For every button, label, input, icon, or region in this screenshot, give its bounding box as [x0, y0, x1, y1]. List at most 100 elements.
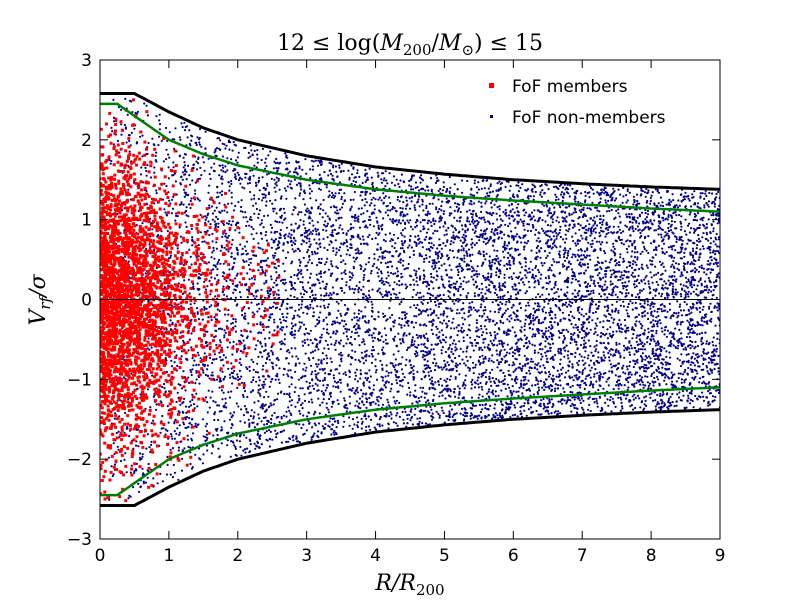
- point-nonmember: [493, 262, 496, 265]
- point-nonmember: [558, 231, 561, 234]
- point-nonmember: [319, 287, 322, 290]
- point-nonmember: [278, 318, 282, 321]
- point-nonmember: [267, 325, 270, 328]
- point-nonmember: [580, 397, 584, 400]
- point-nonmember: [706, 203, 709, 206]
- point-nonmember: [184, 221, 187, 224]
- point-nonmember: [500, 342, 504, 345]
- point-nonmember: [652, 319, 655, 322]
- point-nonmember: [699, 207, 702, 210]
- point-nonmember: [273, 266, 276, 269]
- point-nonmember: [165, 214, 168, 217]
- point-nonmember: [363, 273, 366, 277]
- point-nonmember: [409, 306, 412, 309]
- point-nonmember: [200, 145, 203, 148]
- point-nonmember: [221, 275, 224, 278]
- point-nonmember: [389, 271, 393, 275]
- point-nonmember: [323, 223, 326, 226]
- point-nonmember: [331, 191, 334, 194]
- point-nonmember: [490, 384, 493, 387]
- point-nonmember: [261, 176, 264, 179]
- point-nonmember: [410, 200, 413, 203]
- point-nonmember: [594, 327, 597, 330]
- point-nonmember: [224, 331, 227, 334]
- point-nonmember: [215, 215, 218, 219]
- point-nonmember: [267, 154, 270, 157]
- point-nonmember: [228, 373, 231, 376]
- point-nonmember: [525, 372, 528, 375]
- point-nonmember: [270, 421, 273, 425]
- point-nonmember: [391, 239, 395, 242]
- point-nonmember: [349, 207, 352, 210]
- point-nonmember: [403, 376, 406, 379]
- point-nonmember: [428, 202, 431, 205]
- point-nonmember: [430, 408, 433, 411]
- point-nonmember: [287, 172, 290, 175]
- point-nonmember: [677, 341, 680, 344]
- point-nonmember: [148, 446, 151, 449]
- point-nonmember: [317, 372, 320, 375]
- point-nonmember: [147, 462, 150, 466]
- point-nonmember: [687, 278, 690, 281]
- point-nonmember: [659, 392, 662, 395]
- point-nonmember: [303, 289, 306, 292]
- point-nonmember: [649, 365, 653, 368]
- point-nonmember: [544, 311, 548, 314]
- point-nonmember: [223, 329, 226, 332]
- point-nonmember: [552, 404, 555, 407]
- point-nonmember: [311, 219, 314, 222]
- point-nonmember: [215, 147, 219, 150]
- point-nonmember: [592, 311, 595, 315]
- point-nonmember: [648, 287, 652, 290]
- point-nonmember: [687, 366, 690, 370]
- point-nonmember: [643, 407, 646, 410]
- point-nonmember: [350, 182, 353, 186]
- point-nonmember: [563, 303, 567, 306]
- point-nonmember: [283, 429, 286, 432]
- point-nonmember: [305, 429, 308, 432]
- point-nonmember: [667, 226, 670, 230]
- point-nonmember: [187, 307, 190, 311]
- point-nonmember: [636, 293, 639, 296]
- point-nonmember: [525, 336, 529, 339]
- point-nonmember: [582, 399, 585, 402]
- point-nonmember: [206, 330, 209, 333]
- chart-title: 12 ≤ log(M200/M⊙) ≤ 15: [277, 31, 543, 59]
- point-nonmember: [456, 334, 459, 337]
- point-nonmember: [507, 234, 510, 237]
- point-nonmember: [297, 268, 300, 271]
- point-nonmember: [128, 139, 131, 143]
- point-nonmember: [359, 407, 362, 410]
- point-nonmember: [331, 417, 334, 420]
- point-nonmember: [299, 325, 302, 328]
- point-nonmember: [541, 355, 544, 358]
- point-nonmember: [616, 393, 620, 396]
- point-nonmember: [285, 440, 288, 443]
- point-nonmember: [266, 257, 269, 260]
- point-nonmember: [451, 321, 454, 324]
- point-nonmember: [457, 300, 460, 303]
- point-nonmember: [594, 268, 597, 272]
- point-nonmember: [198, 293, 201, 296]
- point-nonmember: [578, 228, 581, 231]
- point-nonmember: [622, 300, 625, 303]
- point-nonmember: [192, 285, 195, 288]
- point-nonmember: [580, 380, 583, 383]
- point-nonmember: [480, 303, 483, 306]
- point-nonmember: [571, 271, 575, 274]
- point-nonmember: [208, 406, 211, 409]
- point-nonmember: [583, 387, 586, 390]
- point-nonmember: [273, 321, 276, 324]
- point-nonmember: [565, 215, 568, 218]
- point-nonmember: [674, 249, 677, 252]
- point-nonmember: [240, 178, 243, 181]
- point-nonmember: [554, 387, 557, 390]
- point-nonmember: [311, 232, 314, 235]
- point-nonmember: [540, 322, 543, 325]
- point-nonmember: [548, 266, 551, 269]
- point-nonmember: [555, 185, 558, 188]
- point-nonmember: [146, 164, 149, 167]
- point-nonmember: [182, 203, 185, 206]
- point-nonmember: [360, 213, 363, 216]
- point-nonmember: [225, 406, 228, 409]
